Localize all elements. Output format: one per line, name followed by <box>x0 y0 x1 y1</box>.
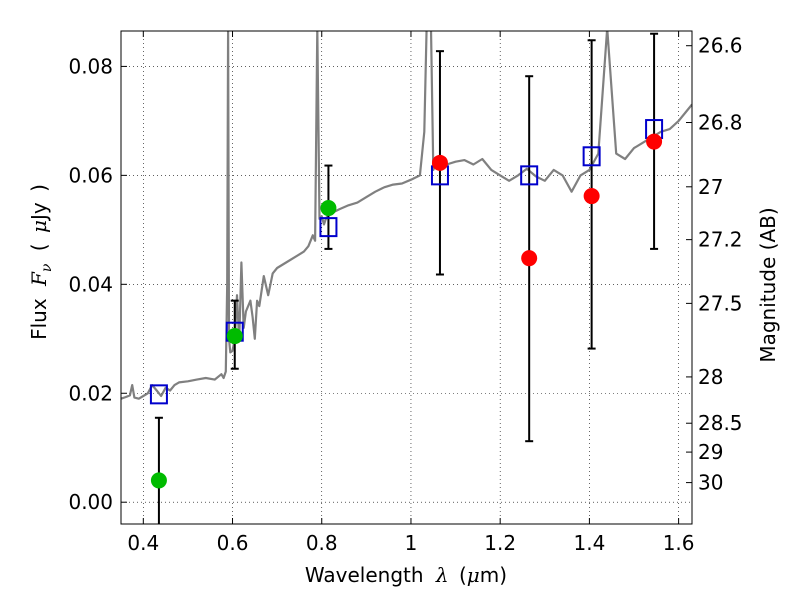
observed-photometry-layer <box>150 133 663 489</box>
model-photometry-point <box>520 165 539 186</box>
y2-tick-label: 28 <box>698 365 723 389</box>
grid-lines <box>121 31 692 524</box>
x-tick-label: 1 <box>405 531 418 555</box>
plot-frame <box>120 30 693 525</box>
y-axis-label-prefix: Flux <box>27 298 51 340</box>
x-tick-label: 0.4 <box>127 531 159 555</box>
y-axis-label-subscript: ν <box>39 263 55 272</box>
y2-tick-label: 27.2 <box>698 228 743 252</box>
y-tick-label: 0.02 <box>68 381 113 405</box>
observed-point <box>150 472 167 489</box>
y2-tick-label: 29 <box>698 440 723 464</box>
sed-line <box>121 31 692 400</box>
observed-point <box>521 250 538 267</box>
x-tick-label: 1.4 <box>573 531 605 555</box>
observed-point <box>646 133 663 150</box>
x-tick-label: 1.2 <box>484 531 516 555</box>
x-axis-label-close: ) <box>499 563 507 587</box>
x-axis-label-symbol: λ <box>435 563 449 587</box>
model-photometry-point <box>582 146 601 167</box>
y-tick-label: 0.00 <box>68 490 113 514</box>
x-tick-label: 0.6 <box>217 531 249 555</box>
x-tick-label: 0.8 <box>306 531 338 555</box>
y-axis-label-unit: Jy <box>27 202 51 222</box>
x-axis-label-prefix: Wavelength <box>305 563 424 587</box>
x-axis-label-unit: m <box>480 563 499 587</box>
model-photometry-point <box>149 384 168 405</box>
observed-point <box>583 188 600 205</box>
observed-point <box>320 200 337 217</box>
y2-tick-label: 27.5 <box>698 291 743 315</box>
y-axis-label-unit-symbol: μ <box>27 220 51 233</box>
y2-tick-label: 26.6 <box>698 34 743 58</box>
y-tick-label: 0.04 <box>68 272 113 296</box>
model-sed-layer <box>121 31 692 400</box>
y-axis-label-close: ) <box>27 184 51 192</box>
x-tick-label: 1.6 <box>663 531 695 555</box>
y2-tick-label: 26.8 <box>698 111 743 135</box>
y2-tick-label: 27 <box>698 175 723 199</box>
x-axis-label: Wavelength λ (μm) <box>305 563 507 587</box>
observed-point <box>226 328 243 345</box>
x-axis-label-open: ( <box>459 563 467 587</box>
observed-point <box>431 154 448 171</box>
y-axis-label-open: ( <box>27 243 51 251</box>
y2-axis-ticks: 26.6 26.8 27 27.2 27.5 28 28.5 29 30 <box>686 34 743 495</box>
y2-tick-label: 28.5 <box>698 411 743 435</box>
y2-tick-label: 30 <box>698 471 723 495</box>
x-axis-ticks: 0.4 0.6 0.8 1 1.2 1.4 1.6 <box>127 31 695 555</box>
model-photometry-point <box>319 217 338 238</box>
x-axis-label-unit-symbol: μ <box>467 563 480 587</box>
y-axis-label-symbol: F <box>27 271 51 287</box>
y-axis-ticks: 0.00 0.02 0.04 0.06 0.08 <box>68 54 127 514</box>
y-axis-label: Flux Fν ( μJy ) <box>27 184 56 340</box>
y2-axis-label: Magnitude (AB) <box>756 207 780 362</box>
y-tick-label: 0.06 <box>68 163 113 187</box>
error-bars-layer <box>154 32 659 524</box>
y-tick-label: 0.08 <box>68 54 113 78</box>
